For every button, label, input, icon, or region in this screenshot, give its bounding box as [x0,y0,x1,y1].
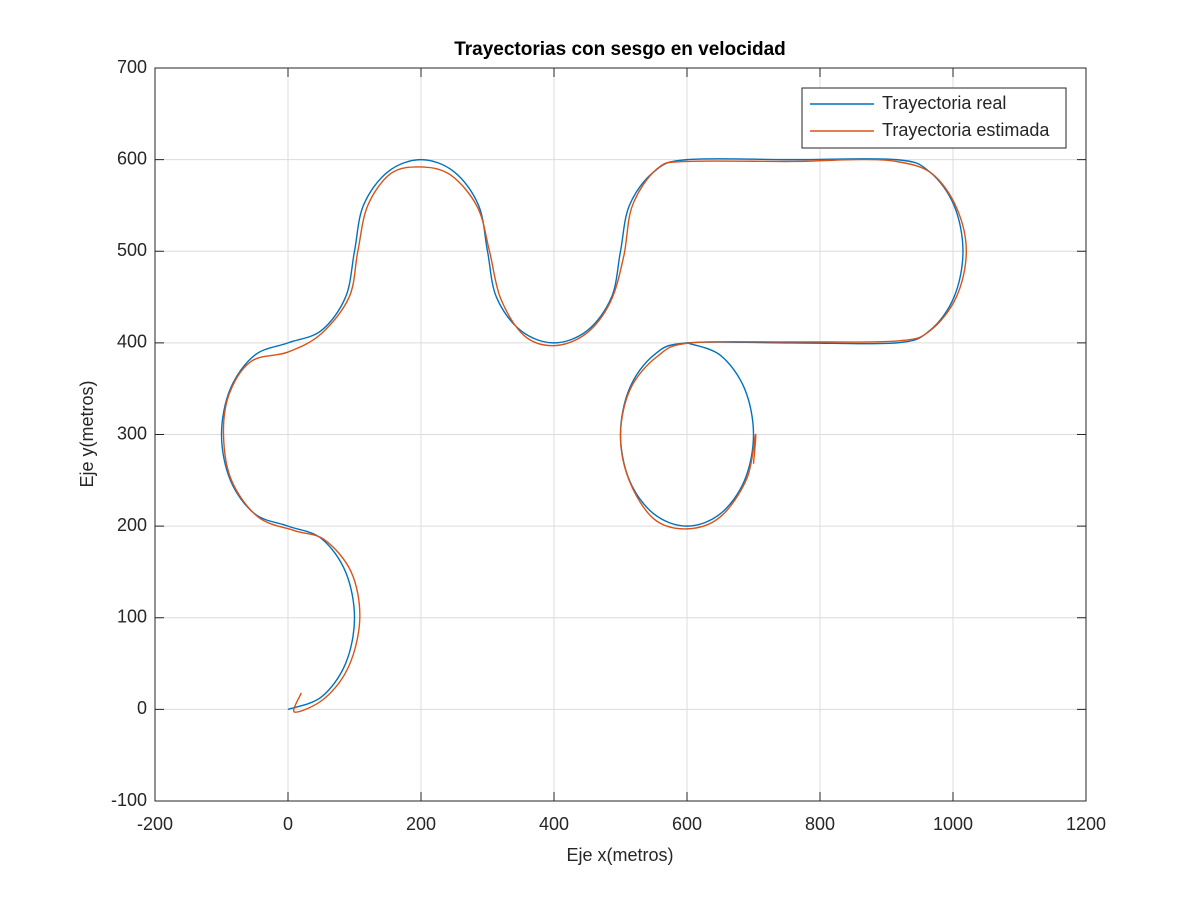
x-tick-label: 600 [672,814,702,834]
x-tick-label: 1000 [933,814,973,834]
x-tick-label: 800 [805,814,835,834]
y-axis-label: Eje y(metros) [77,380,97,487]
legend-label: Trayectoria real [882,93,1006,113]
plot-area [220,158,967,713]
y-tick-label: 300 [117,423,147,443]
y-tick-label: 100 [117,607,147,627]
y-tick-label: 600 [117,148,147,168]
y-tick-label: 200 [117,515,147,535]
x-axis-label: Eje x(metros) [566,845,673,865]
y-tick-label: 0 [137,698,147,718]
x-tick-label: 1200 [1066,814,1106,834]
axes-box [154,67,1087,802]
x-tick-label: 200 [406,814,436,834]
y-tick-label: 700 [117,57,147,77]
x-tick-label: -200 [137,814,173,834]
x-tick-label: 400 [539,814,569,834]
y-tick-label: 400 [117,332,147,352]
y-tick-label: -100 [111,790,147,810]
legend: Trayectoria real Trayectoria estimada [801,87,1067,149]
legend-box [801,87,1067,149]
y-tick-label: 500 [117,240,147,260]
line-series [222,158,967,713]
chart-title: Trayectorias con sesgo en velocidad [454,39,786,60]
legend-label: Trayectoria estimada [882,120,1050,140]
x-tick-label: 0 [283,814,293,834]
